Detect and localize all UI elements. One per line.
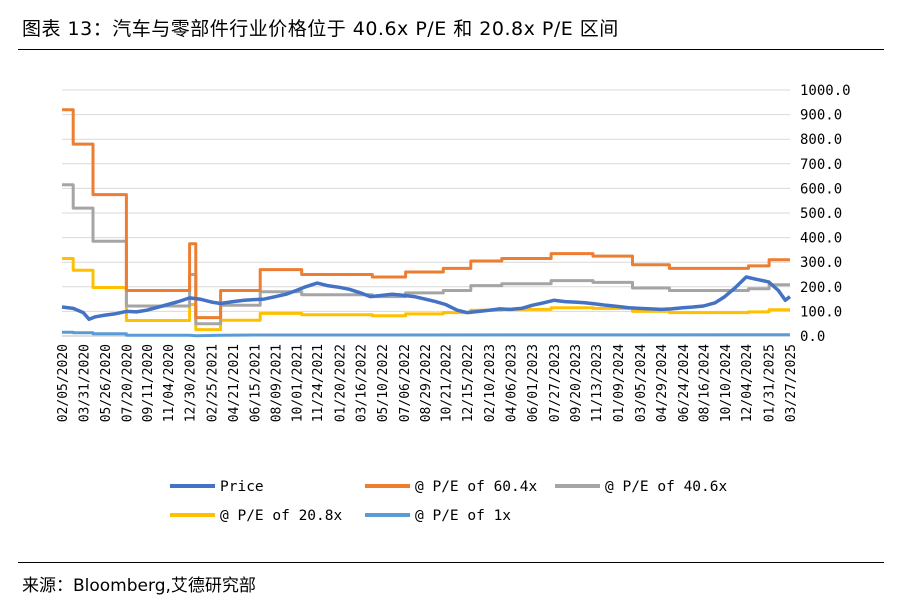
x-tick-label: 08/09/2021	[270, 344, 285, 422]
y-tick-label: 800.0	[800, 132, 842, 148]
x-tick-label: 11/13/2023	[590, 344, 605, 422]
y-tick-label: 200.0	[800, 280, 842, 296]
x-tick-label: 03/31/2020	[77, 344, 92, 422]
legend-label: @ P/E of 60.4x	[415, 479, 537, 495]
series-line-1	[62, 108, 790, 320]
legend-label: @ P/E of 40.6x	[605, 479, 727, 495]
x-tick-label: 12/15/2022	[461, 344, 476, 422]
legend-label: @ P/E of 20.8x	[220, 508, 342, 524]
x-tick-label: 06/01/2023	[526, 344, 541, 422]
y-tick-label: 600.0	[800, 181, 842, 197]
x-tick-label: 05/26/2020	[99, 344, 114, 422]
y-axis-ticks: 1000.0 900.0 800.0 700.0 600.0 500.0 400.0 300.…	[800, 83, 851, 345]
header-rule	[18, 49, 884, 50]
x-tick-label: 10/10/2024	[719, 344, 734, 422]
x-tick-label: 12/30/2020	[184, 344, 199, 422]
x-tick-label: 01/09/2024	[612, 344, 627, 422]
x-tick-label: 02/25/2021	[206, 344, 221, 422]
y-tick-label: 0.0	[800, 329, 825, 345]
y-tick-label: 700.0	[800, 157, 842, 173]
x-tick-label: 04/21/2021	[227, 344, 242, 422]
x-tick-label: 03/05/2024	[634, 344, 649, 422]
y-tick-label: 1000.0	[800, 83, 851, 99]
chart-title: 图表 13：汽车与零部件行业价格位于 40.6x P/E 和 20.8x P/E…	[22, 18, 619, 40]
x-tick-label: 01/31/2025	[763, 344, 778, 422]
series-line-0	[61, 275, 792, 322]
x-tick-label: 09/11/2020	[141, 344, 156, 422]
x-tick-label: 11/24/2021	[311, 344, 326, 422]
x-tick-label: 10/01/2021	[290, 344, 305, 422]
x-axis-ticks: 02/05/2020 03/31/2020 05/26/2020 07/20/2020…	[56, 344, 799, 422]
x-tick-label: 07/27/2023	[548, 344, 563, 422]
y-tick-label: 400.0	[800, 231, 842, 247]
x-tick-label: 02/05/2020	[56, 344, 71, 422]
x-tick-label: 12/04/2024	[740, 344, 755, 422]
series-line-4	[62, 330, 791, 338]
source-note: 来源：Bloomberg,艾德研究部	[22, 576, 256, 596]
x-tick-label: 04/29/2024	[655, 344, 670, 422]
x-tick-label: 10/21/2022	[440, 344, 455, 422]
x-tick-label: 05/10/2022	[376, 344, 391, 422]
legend-label: Price	[220, 479, 264, 495]
legend-label: @ P/E of 1x	[415, 508, 511, 524]
series-line-3	[62, 257, 790, 332]
legend: Price @ P/E of 60.4x @ P/E of 40.6x @ P/E o…	[170, 479, 727, 524]
x-tick-label: 07/20/2020	[120, 344, 135, 422]
y-tick-label: 100.0	[800, 304, 842, 320]
series-lines	[61, 108, 792, 338]
x-tick-label: 06/24/2024	[677, 344, 692, 422]
y-tick-label: 500.0	[800, 206, 842, 222]
x-tick-label: 02/10/2023	[483, 344, 498, 422]
x-tick-label: 03/27/2025	[784, 344, 799, 422]
x-tick-label: 08/16/2024	[698, 344, 713, 422]
y-tick-label: 300.0	[800, 255, 842, 271]
x-tick-label: 01/20/2022	[333, 344, 348, 422]
x-tick-label: 04/06/2023	[504, 344, 519, 422]
footer-rule	[18, 562, 884, 563]
x-tick-label: 03/16/2022	[355, 344, 370, 422]
x-tick-label: 09/20/2023	[569, 344, 584, 422]
x-tick-label: 06/15/2021	[248, 344, 263, 422]
x-tick-label: 08/29/2022	[419, 344, 434, 422]
y-tick-label: 900.0	[800, 108, 842, 124]
x-tick-label: 11/04/2020	[162, 344, 177, 422]
x-tick-label: 07/06/2022	[398, 344, 413, 422]
